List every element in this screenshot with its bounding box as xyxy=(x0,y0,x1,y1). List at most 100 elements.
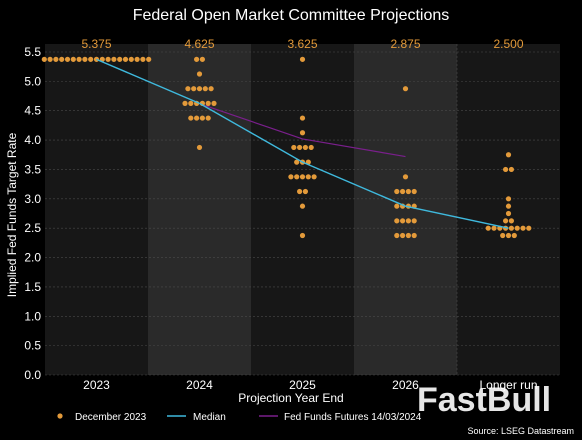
projection-dot xyxy=(411,232,417,239)
projection-dot xyxy=(59,56,65,62)
y-tick-label: 1.0 xyxy=(24,309,41,323)
projection-dot xyxy=(134,56,140,62)
projection-dot xyxy=(505,196,512,202)
projection-dot xyxy=(405,188,411,195)
chart-title: Federal Open Market Committee Projection… xyxy=(133,7,450,24)
projection-dot xyxy=(188,115,194,121)
median-labels: 5.375 4.625 3.625 2.875 2.500 xyxy=(81,37,523,51)
legend-label-median: Median xyxy=(193,412,226,423)
projection-dot xyxy=(205,100,211,106)
band-4 xyxy=(457,44,560,375)
projection-dot xyxy=(500,232,506,239)
band-1 xyxy=(148,44,251,375)
projection-dot xyxy=(308,144,314,151)
y-tick-label: 5.5 xyxy=(24,45,41,59)
projection-dot xyxy=(185,86,191,92)
projection-dot xyxy=(64,56,71,62)
projection-dot xyxy=(202,86,208,92)
legend-label-fed-funds-futures: Fed Funds Futures 14/03/2024 xyxy=(284,412,422,423)
projection-dot xyxy=(520,225,526,231)
projection-dot xyxy=(208,86,214,92)
x-tick-label: Longer run xyxy=(479,378,537,392)
projection-dot xyxy=(122,56,129,62)
projection-dot xyxy=(508,166,514,173)
median-label: 5.375 xyxy=(81,37,111,51)
band-0 xyxy=(45,44,148,375)
projection-dot xyxy=(70,56,76,62)
projection-dot xyxy=(405,218,411,224)
legend-label-december-2023: December 2023 xyxy=(75,412,147,423)
projection-dot xyxy=(503,218,509,224)
projection-dot xyxy=(400,218,406,224)
category-bands xyxy=(45,44,560,375)
projection-dot xyxy=(511,232,517,239)
y-tick-label: 5.0 xyxy=(24,74,41,88)
projection-dot xyxy=(311,174,317,180)
y-tick-label: 4.5 xyxy=(24,104,41,118)
source-note: Source: LSEG Datastream xyxy=(467,426,574,436)
projection-dot xyxy=(508,225,514,231)
projection-dot xyxy=(117,56,123,62)
median-label: 2.500 xyxy=(493,37,523,51)
projection-dot xyxy=(199,115,205,121)
projection-dot xyxy=(411,218,417,224)
y-tick-label: 1.5 xyxy=(24,280,41,294)
projection-dot xyxy=(402,174,409,180)
median-label: 3.625 xyxy=(287,37,317,51)
projection-dot xyxy=(199,56,205,62)
projection-dot xyxy=(302,188,308,195)
median-label: 2.875 xyxy=(390,37,420,51)
projection-dot xyxy=(299,115,306,121)
y-tick-label: 2.0 xyxy=(24,251,41,265)
projection-dot xyxy=(505,232,512,239)
projection-dot xyxy=(288,174,294,180)
projection-dot xyxy=(400,232,406,239)
projection-dot xyxy=(405,232,411,239)
x-tick-label: 2024 xyxy=(186,378,213,392)
projection-dot xyxy=(82,56,88,62)
x-tick-label: 2023 xyxy=(83,378,110,392)
y-tick-label: 2.5 xyxy=(24,221,41,235)
projection-dot xyxy=(394,203,400,209)
projection-dot xyxy=(194,56,200,62)
fastbull-logo-text: FastBull xyxy=(417,381,551,419)
y-tick-label: 3.5 xyxy=(24,162,41,176)
projection-dot xyxy=(299,232,306,239)
projection-dot xyxy=(299,203,306,209)
x-tick-label: 2026 xyxy=(392,378,419,392)
projection-dot xyxy=(508,218,514,224)
projection-dot xyxy=(394,232,400,239)
y-tick-label: 0.5 xyxy=(24,339,41,353)
projection-dot xyxy=(196,71,203,77)
fastbull-logo: FastBull xyxy=(417,381,551,419)
fed-funds-futures-line xyxy=(199,103,406,158)
projection-dot xyxy=(299,56,306,62)
projection-dot xyxy=(402,86,409,92)
projection-dot xyxy=(505,203,512,209)
projection-dot xyxy=(128,56,134,62)
projection-dot xyxy=(302,144,308,151)
projection-dot xyxy=(294,159,300,165)
projection-dot xyxy=(182,100,188,106)
projection-dot xyxy=(196,86,203,92)
projection-dot xyxy=(47,56,53,62)
projection-dot xyxy=(41,56,47,62)
x-axis-title: Projection Year End xyxy=(238,391,343,405)
projection-dot xyxy=(491,225,497,231)
median-label: 4.625 xyxy=(184,37,214,51)
projection-dot xyxy=(146,56,152,62)
projection-dot xyxy=(400,188,406,195)
projection-dot xyxy=(140,56,146,62)
projection-dot xyxy=(505,210,512,217)
projection-dot xyxy=(505,152,512,158)
projection-dot xyxy=(411,188,417,195)
projection-dot xyxy=(291,144,297,151)
projection-dots xyxy=(41,56,532,239)
projection-dot xyxy=(76,56,82,62)
projection-dot xyxy=(196,144,203,151)
projection-dot xyxy=(194,115,200,121)
band-2 xyxy=(251,44,354,375)
legend-dot-marker xyxy=(57,413,63,419)
projection-dot xyxy=(88,56,94,62)
legend: December 2023 Median Fed Funds Futures 1… xyxy=(57,412,422,423)
